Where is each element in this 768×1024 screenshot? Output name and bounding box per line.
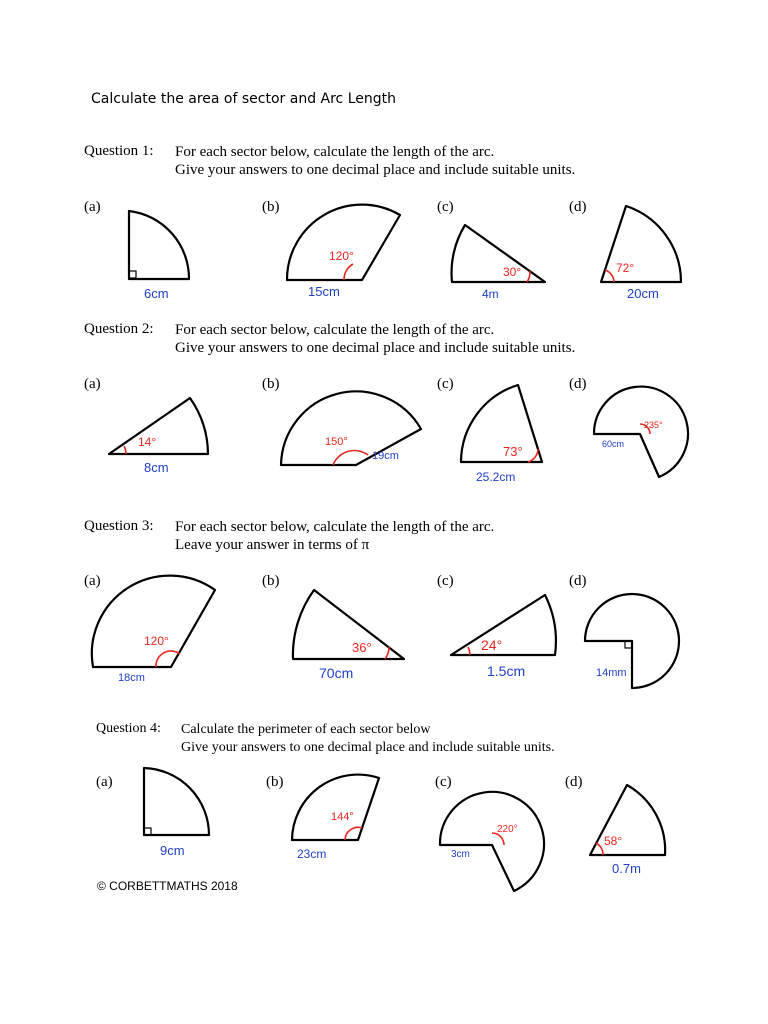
q4b-sector: 144° 23cm bbox=[290, 773, 381, 861]
q1c-sector: 30° 4m bbox=[450, 223, 547, 301]
q4c-sector: 220° 3cm bbox=[438, 790, 546, 893]
question-1-line-1: For each sector below, calculate the len… bbox=[175, 144, 495, 160]
q4c-angle-label: 220° bbox=[497, 824, 518, 835]
q4-part-d-letter: (d) bbox=[565, 774, 583, 790]
q3c-length-label: 1.5cm bbox=[487, 663, 525, 679]
q2d-length-label: 60cm bbox=[602, 439, 624, 449]
q2a-sector: 14° 8cm bbox=[107, 396, 210, 475]
q2a-angle-label: 14° bbox=[138, 435, 156, 449]
q1b-angle-label: 120° bbox=[329, 249, 354, 263]
q1d-angle-label: 72° bbox=[616, 261, 634, 275]
q2c-sector: 73° 25.2cm bbox=[459, 383, 544, 484]
copyright-footer: © CORBETTMATHS 2018 bbox=[97, 879, 238, 893]
q1-part-d-letter: (d) bbox=[569, 199, 587, 215]
q2-part-c-letter: (c) bbox=[437, 376, 454, 392]
q4a-sector: 9cm bbox=[142, 766, 211, 858]
q3a-sector: 120° 18cm bbox=[90, 574, 217, 684]
question-2-line-1: For each sector below, calculate the len… bbox=[175, 322, 495, 338]
q3b-sector: 36° 70cm bbox=[291, 588, 406, 681]
q3-part-b-letter: (b) bbox=[262, 573, 280, 589]
q2d-angle-label: 235° bbox=[644, 420, 663, 430]
question-4-line-2: Give your answers to one decimal place a… bbox=[181, 740, 555, 755]
q2-part-d-letter: (d) bbox=[569, 376, 587, 392]
q2b-sector: 150° 19cm bbox=[279, 390, 423, 467]
question-2-instructions: For each sector below, calculate the len… bbox=[175, 321, 575, 357]
q2d-sector: 235° 60cm bbox=[592, 385, 690, 479]
question-4-instructions: Calculate the perimeter of each sector b… bbox=[181, 721, 555, 757]
q4c-length-label: 3cm bbox=[451, 849, 470, 860]
question-2-label: Question 2: bbox=[84, 321, 154, 337]
question-4-line-1: Calculate the perimeter of each sector b… bbox=[181, 722, 431, 737]
question-3-line-2: Leave your answer in terms of π bbox=[175, 537, 370, 553]
q3a-length-label: 18cm bbox=[118, 672, 145, 684]
q1d-length-label: 20cm bbox=[627, 286, 659, 301]
q4b-length-label: 23cm bbox=[297, 847, 326, 861]
q1c-length-label: 4m bbox=[482, 287, 499, 301]
q1-part-c-letter: (c) bbox=[437, 199, 454, 215]
q2c-angle-label: 73° bbox=[503, 444, 523, 459]
q3c-angle-label: 24° bbox=[481, 637, 502, 653]
q1a-sector: 6cm bbox=[127, 209, 191, 301]
question-1-instructions: For each sector below, calculate the len… bbox=[175, 143, 575, 179]
q3-part-a-letter: (a) bbox=[84, 573, 101, 589]
q2c-length-label: 25.2cm bbox=[476, 470, 515, 484]
q3-part-c-letter: (c) bbox=[437, 573, 454, 589]
q4-part-c-letter: (c) bbox=[435, 774, 452, 790]
q2a-length-label: 8cm bbox=[144, 460, 169, 475]
q2-part-b-letter: (b) bbox=[262, 376, 280, 392]
q1d-sector: 72° 20cm bbox=[599, 204, 683, 301]
q1c-angle-label: 30° bbox=[503, 265, 521, 279]
question-1-label: Question 1: bbox=[84, 143, 154, 159]
q4d-sector: 58° 0.7m bbox=[588, 783, 667, 876]
page-title: Calculate the area of sector and Arc Len… bbox=[91, 91, 396, 107]
q3d-sector: 14mm bbox=[583, 592, 681, 690]
question-2-line-2: Give your answers to one decimal place a… bbox=[175, 340, 576, 356]
q1b-sector: 120° 15cm bbox=[285, 203, 402, 299]
q2b-length-label: 19cm bbox=[372, 450, 399, 462]
question-4-label: Question 4: bbox=[96, 721, 161, 736]
q2b-angle-label: 150° bbox=[325, 436, 348, 448]
q1b-length-label: 15cm bbox=[308, 284, 340, 299]
q3b-length-label: 70cm bbox=[319, 665, 353, 681]
q4d-length-label: 0.7m bbox=[612, 861, 641, 876]
q4d-angle-label: 58° bbox=[604, 834, 622, 848]
q1-part-a-letter: (a) bbox=[84, 199, 101, 215]
question-3-instructions: For each sector below, calculate the len… bbox=[175, 518, 494, 554]
question-3-label: Question 3: bbox=[84, 518, 154, 534]
q4-part-a-letter: (a) bbox=[96, 774, 113, 790]
q4-part-b-letter: (b) bbox=[266, 774, 284, 790]
q2-part-a-letter: (a) bbox=[84, 376, 101, 392]
question-3-line-1: For each sector below, calculate the len… bbox=[175, 519, 495, 535]
question-1-line-2: Give your answers to one decimal place a… bbox=[175, 162, 576, 178]
q3b-angle-label: 36° bbox=[352, 640, 372, 655]
q1a-length-label: 6cm bbox=[144, 286, 169, 301]
q4b-angle-label: 144° bbox=[331, 811, 354, 823]
q3d-length-label: 14mm bbox=[596, 667, 627, 679]
q3-part-d-letter: (d) bbox=[569, 573, 587, 589]
q3c-sector: 24° 1.5cm bbox=[449, 593, 557, 679]
q1-part-b-letter: (b) bbox=[262, 199, 280, 215]
q4a-length-label: 9cm bbox=[160, 843, 185, 858]
q3a-angle-label: 120° bbox=[144, 634, 169, 648]
